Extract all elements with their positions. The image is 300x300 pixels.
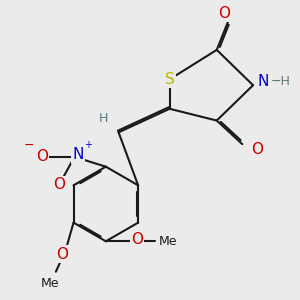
Text: Me: Me [158,235,177,248]
Text: −: − [24,139,34,152]
Text: −H: −H [271,75,290,88]
Text: H: H [99,112,109,125]
Text: S: S [165,72,175,87]
Text: O: O [251,142,263,157]
Text: N: N [73,147,84,162]
Text: +: + [84,140,92,150]
Text: Me: Me [41,277,59,290]
Text: O: O [131,232,143,247]
Text: N: N [257,74,269,89]
Text: O: O [219,6,231,21]
Text: O: O [53,177,65,192]
Text: O: O [36,149,48,164]
Text: O: O [56,247,68,262]
